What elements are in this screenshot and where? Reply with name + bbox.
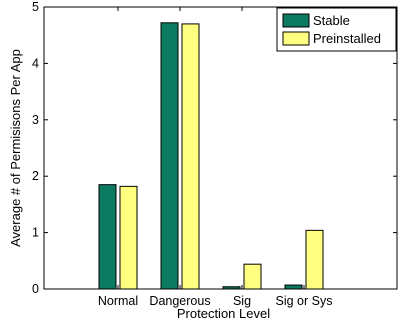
- y-tick-label: 3: [32, 113, 39, 127]
- y-tick-label: 5: [32, 0, 39, 14]
- legend: Stable Preinstalled: [276, 7, 397, 52]
- y-tick-label: 4: [32, 56, 39, 70]
- x-tick-label: Sig: [233, 294, 251, 308]
- y-tick-label: 1: [32, 226, 39, 240]
- bar-preinstalled-normal: [119, 185, 138, 290]
- y-axis-title: Average # of Permisisons Per App: [8, 49, 23, 247]
- plot-frame: [43, 6, 398, 290]
- y-tick-label: 2: [32, 169, 39, 183]
- bar-preinstalled-dangerous: [181, 23, 200, 290]
- legend-label: Preinstalled: [313, 31, 381, 46]
- legend-swatch: [282, 31, 310, 46]
- bar-preinstalled-sig-or-sys: [305, 229, 324, 290]
- bar-stable-sig: [222, 286, 241, 290]
- x-axis-ticks: Normal Dangerous Sig Sig or Sys: [98, 7, 333, 308]
- bar-preinstalled-sig: [243, 263, 262, 290]
- y-axis-ticks: 0 1 2 3 4 5: [32, 0, 397, 296]
- x-tick-label: Normal: [98, 294, 138, 308]
- bars: [98, 22, 324, 290]
- x-tick-label: Sig or Sys: [276, 294, 333, 308]
- plot-area-border: [43, 6, 398, 290]
- x-axis-title: Protection Level: [177, 306, 270, 321]
- legend-swatch: [282, 13, 310, 28]
- bar-stable-sig-or-sys: [284, 284, 303, 290]
- y-tick-label: 0: [32, 282, 39, 296]
- x-tick-label: Dangerous: [149, 294, 210, 308]
- bar-stable-dangerous: [160, 22, 179, 290]
- bar-stable-normal: [98, 184, 117, 290]
- legend-label: Stable: [313, 13, 350, 28]
